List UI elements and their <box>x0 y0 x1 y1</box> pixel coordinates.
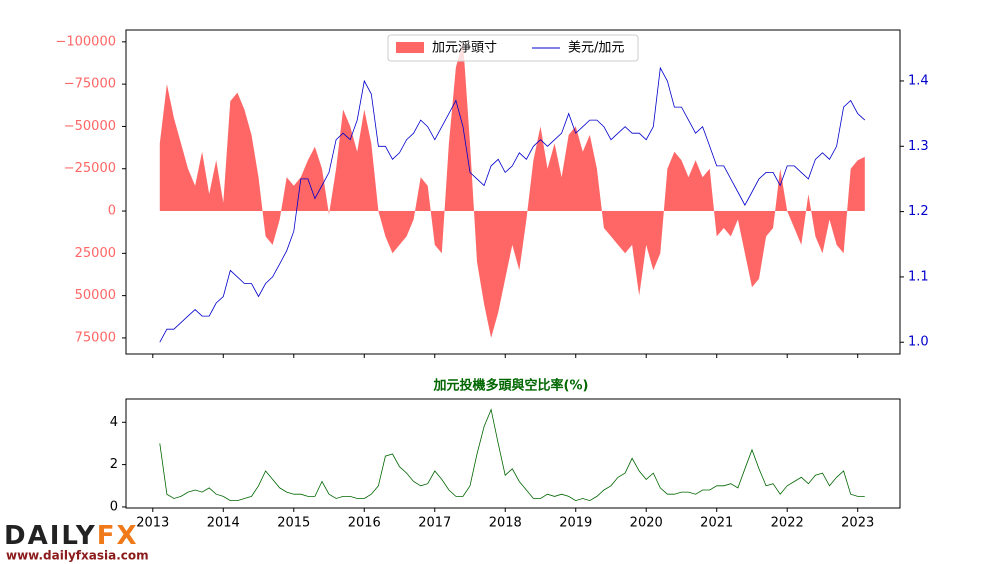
y-tick-label: 4 <box>110 415 118 430</box>
legend-label: 美元/加元 <box>568 41 624 56</box>
logo-part: FX <box>97 521 139 551</box>
x-tick-label: 2018 <box>489 516 522 531</box>
y2-tick-label: 1.3 <box>908 139 929 154</box>
y-tick-label: 75000 <box>75 330 116 345</box>
y-tick-label: 0 <box>108 204 116 219</box>
y-tick-label: −50000 <box>64 119 116 134</box>
y2-tick-label: 1.1 <box>908 269 929 284</box>
y-tick-label: 50000 <box>75 288 116 303</box>
logo-part: DAILY <box>4 521 97 551</box>
y-tick-label: 0 <box>110 499 118 514</box>
y2-tick-label: 1.4 <box>908 73 929 88</box>
y-tick-label: −75000 <box>64 77 116 92</box>
x-tick-label: 2015 <box>277 516 310 531</box>
y2-tick-label: 1.2 <box>908 204 929 219</box>
bottom-frame <box>125 398 901 509</box>
y-tick-label: 2 <box>110 457 118 472</box>
bottom-title: 加元投機多頭與空比率(%) <box>433 378 589 394</box>
x-tick-label: 2017 <box>418 516 451 531</box>
legend-swatch <box>396 42 424 53</box>
line-series <box>159 408 865 502</box>
x-tick-label: 2019 <box>559 516 592 531</box>
top-frame <box>125 29 901 355</box>
x-tick-label: 2021 <box>700 516 733 531</box>
y-tick-label: −25000 <box>64 161 116 176</box>
legend-box <box>387 34 639 62</box>
logo-name: DAILYFX <box>4 521 139 551</box>
y-tick-label: −100000 <box>55 34 116 49</box>
y-tick-label: 25000 <box>75 246 116 261</box>
x-tick-label: 2014 <box>207 516 240 531</box>
area-series <box>159 41 865 338</box>
x-tick-label: 2022 <box>771 516 804 531</box>
line-series <box>159 66 866 343</box>
x-tick-label: 2016 <box>348 516 381 531</box>
y2-tick-label: 1.0 <box>908 335 929 350</box>
x-tick-label: 2023 <box>841 516 874 531</box>
legend-label: 加元淨頭寸 <box>432 41 497 56</box>
logo-url: www.dailyfxasia.com <box>6 549 149 563</box>
x-tick-label: 2020 <box>630 516 663 531</box>
x-tick-label: 2013 <box>136 516 169 531</box>
